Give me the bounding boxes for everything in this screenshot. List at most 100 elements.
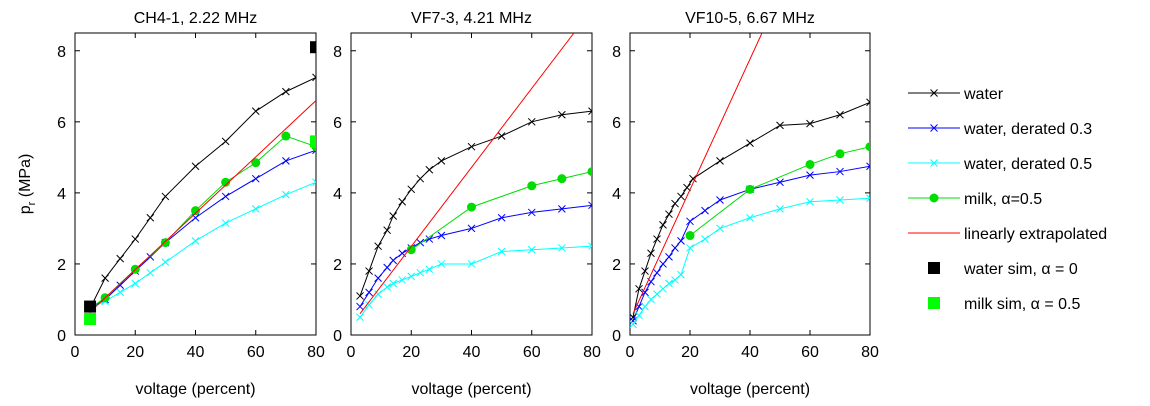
x-tick-label: 60	[247, 344, 265, 361]
y-tick-label: 0	[57, 328, 66, 345]
data-point	[161, 192, 170, 201]
data-point	[281, 131, 291, 141]
legend-entry-water-sim-0: water sim, α = 0	[928, 261, 1078, 278]
data-point	[635, 311, 643, 320]
panel-title: VF10-5, 6.67 MHz	[685, 10, 815, 27]
data-point	[467, 224, 476, 233]
y-tick-label: 2	[333, 257, 342, 274]
data-point	[835, 149, 845, 159]
data-point	[365, 300, 373, 309]
y-tick-label: 2	[612, 257, 621, 274]
series-water-derated-0-5	[86, 178, 316, 313]
data-point	[686, 217, 694, 226]
data-point	[84, 313, 97, 326]
data-point	[312, 178, 316, 187]
data-point	[716, 157, 724, 165]
data-point	[647, 249, 655, 258]
data-point	[806, 119, 814, 128]
data-point	[659, 221, 667, 229]
x-tick-label: 0	[347, 344, 356, 361]
data-point	[497, 247, 506, 256]
data-point	[383, 283, 392, 291]
series-water-derated-0-3	[86, 146, 316, 313]
data-point	[282, 157, 290, 165]
data-point	[398, 276, 407, 284]
data-point	[437, 231, 446, 240]
data-point	[746, 139, 754, 147]
data-point	[251, 107, 260, 116]
data-point	[805, 159, 815, 169]
data-point	[588, 201, 592, 210]
data-point	[407, 185, 416, 194]
data-point	[467, 202, 476, 212]
data-point	[641, 302, 649, 311]
data-point	[467, 142, 476, 151]
data-point	[630, 320, 637, 329]
legend-label: water, derated 0.3	[963, 121, 1092, 138]
x-tick-label: 40	[187, 344, 205, 361]
panel-title: CH4-1, 2.22 MHz	[134, 10, 258, 27]
data-point	[776, 205, 784, 213]
data-point	[677, 236, 685, 245]
data-point	[665, 210, 673, 219]
series-line	[632, 33, 763, 314]
data-point	[389, 212, 398, 220]
x-tick-label: 0	[626, 344, 635, 361]
data-point	[389, 256, 398, 265]
y-tick-label: 8	[612, 44, 621, 61]
data-point	[866, 194, 870, 203]
data-point	[160, 238, 170, 248]
panel-2: VF7-3, 4.21 MHz 0 20 40 60 80 0 2 4 6 8 voltage (pe…	[333, 10, 601, 398]
data-point	[677, 192, 685, 201]
x-tick-label: 40	[463, 344, 481, 361]
data-point	[865, 142, 870, 152]
data-point	[398, 197, 407, 206]
axes-box	[350, 32, 593, 336]
data-point	[836, 110, 844, 119]
data-point	[635, 284, 643, 293]
data-point	[425, 235, 434, 243]
x-axis-label: voltage (percent)	[690, 381, 810, 398]
data-point	[416, 268, 425, 277]
x-tick-label: 80	[307, 344, 325, 361]
data-point	[356, 313, 364, 322]
y-tick-label: 6	[612, 115, 621, 132]
axes-box	[74, 32, 317, 336]
legend-label: water	[963, 86, 1004, 103]
x-tick-label: 20	[402, 344, 420, 361]
series-line	[89, 76, 316, 309]
data-point	[806, 171, 814, 179]
x-tick-label: 20	[126, 344, 144, 361]
series-line	[359, 33, 575, 314]
legend-marker	[928, 262, 940, 274]
data-point	[588, 242, 592, 251]
data-point	[467, 260, 476, 268]
data-point	[689, 174, 697, 183]
legend-entry-linearly-extrapolated: linearly extrapolated	[908, 226, 1107, 243]
data-point	[251, 205, 260, 213]
series-milk-0-5	[406, 167, 592, 255]
data-point	[677, 270, 685, 279]
data-point	[701, 235, 709, 243]
data-point	[383, 263, 392, 272]
panel-title: VF7-3, 4.21 MHz	[411, 10, 532, 27]
series-water	[356, 107, 592, 300]
data-point	[527, 245, 536, 254]
data-point	[310, 135, 316, 148]
series-line	[89, 181, 316, 309]
series-line	[89, 135, 316, 309]
data-point	[641, 288, 649, 297]
data-point	[365, 288, 373, 297]
data-point	[161, 258, 170, 267]
data-point	[587, 167, 592, 177]
y-axis-label: pr (MPa)	[17, 154, 38, 215]
data-point	[131, 279, 140, 288]
data-point	[406, 245, 416, 255]
series-water-derated-0-5	[630, 194, 870, 329]
data-point	[671, 199, 679, 208]
data-point	[221, 177, 231, 187]
y-tick-label: 0	[333, 328, 342, 345]
data-point	[635, 302, 643, 311]
data-point	[221, 219, 230, 227]
data-point	[356, 302, 364, 311]
